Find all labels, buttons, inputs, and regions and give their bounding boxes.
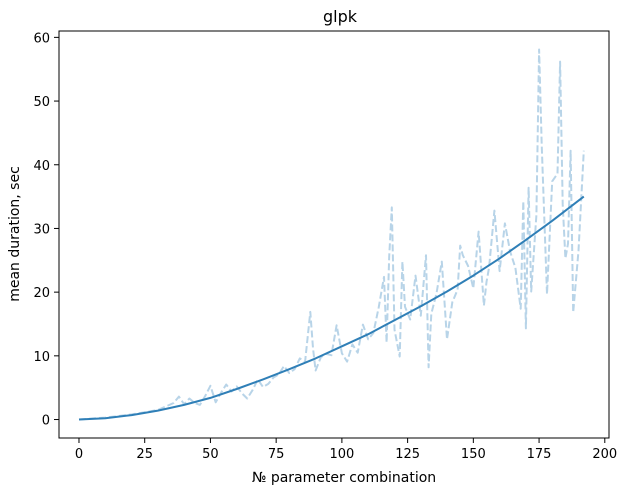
- y-tick-label: 30: [33, 222, 50, 237]
- series-line-1: [78, 195, 585, 421]
- y-tick-label: 10: [33, 350, 50, 365]
- y-tick-label: 20: [33, 286, 50, 301]
- x-tick-label: 125: [395, 447, 420, 462]
- x-axis-ticks: 0 25 50 75 100 125 150 175 200: [75, 438, 617, 462]
- x-tick-label: 150: [461, 447, 486, 462]
- y-tick-label: 0: [42, 414, 50, 429]
- chart-title: glpk: [323, 7, 358, 26]
- plot-series: [78, 48, 585, 421]
- series-line-0: [78, 48, 585, 421]
- x-axis-label: № parameter combination: [252, 470, 436, 486]
- y-tick-label: 50: [33, 95, 50, 110]
- x-tick-label: 0: [75, 447, 83, 462]
- y-tick-label: 40: [33, 159, 50, 174]
- y-axis-ticks: 0 10 20 30 40 50 60: [33, 31, 59, 429]
- y-axis-label: mean duration, sec: [7, 166, 23, 302]
- x-tick-label: 175: [527, 447, 552, 462]
- x-tick-label: 200: [592, 447, 617, 462]
- y-tick-label: 60: [33, 31, 50, 46]
- x-tick-label: 100: [329, 447, 354, 462]
- x-tick-label: 75: [268, 447, 285, 462]
- plot-frame: [58, 30, 610, 439]
- x-tick-label: 50: [202, 447, 219, 462]
- x-tick-label: 25: [136, 447, 153, 462]
